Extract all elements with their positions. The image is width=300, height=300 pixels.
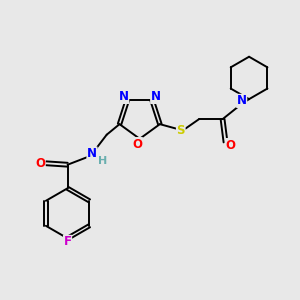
Text: O: O bbox=[35, 157, 45, 170]
Text: N: N bbox=[87, 147, 97, 160]
Text: O: O bbox=[132, 138, 142, 151]
Text: N: N bbox=[151, 90, 161, 104]
Text: H: H bbox=[98, 156, 107, 166]
Text: N: N bbox=[119, 90, 129, 104]
Text: F: F bbox=[64, 236, 72, 248]
Text: O: O bbox=[226, 139, 236, 152]
Text: S: S bbox=[176, 124, 185, 136]
Text: N: N bbox=[237, 94, 247, 107]
